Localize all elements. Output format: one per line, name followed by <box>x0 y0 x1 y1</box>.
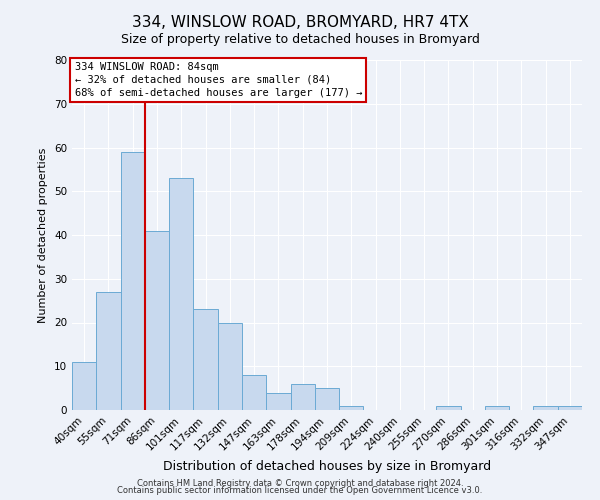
Bar <box>121 152 145 410</box>
Bar <box>533 406 558 410</box>
Bar <box>485 406 509 410</box>
Bar <box>218 322 242 410</box>
Bar <box>315 388 339 410</box>
X-axis label: Distribution of detached houses by size in Bromyard: Distribution of detached houses by size … <box>163 460 491 473</box>
Bar <box>145 230 169 410</box>
Text: Contains public sector information licensed under the Open Government Licence v3: Contains public sector information licen… <box>118 486 482 495</box>
Bar <box>290 384 315 410</box>
Bar <box>72 362 96 410</box>
Bar <box>193 310 218 410</box>
Bar <box>558 406 582 410</box>
Text: 334, WINSLOW ROAD, BROMYARD, HR7 4TX: 334, WINSLOW ROAD, BROMYARD, HR7 4TX <box>131 15 469 30</box>
Text: 334 WINSLOW ROAD: 84sqm
← 32% of detached houses are smaller (84)
68% of semi-de: 334 WINSLOW ROAD: 84sqm ← 32% of detache… <box>74 62 362 98</box>
Bar <box>436 406 461 410</box>
Bar <box>266 392 290 410</box>
Bar <box>169 178 193 410</box>
Bar <box>242 375 266 410</box>
Bar <box>339 406 364 410</box>
Text: Size of property relative to detached houses in Bromyard: Size of property relative to detached ho… <box>121 32 479 46</box>
Y-axis label: Number of detached properties: Number of detached properties <box>38 148 49 322</box>
Bar <box>96 292 121 410</box>
Text: Contains HM Land Registry data © Crown copyright and database right 2024.: Contains HM Land Registry data © Crown c… <box>137 478 463 488</box>
